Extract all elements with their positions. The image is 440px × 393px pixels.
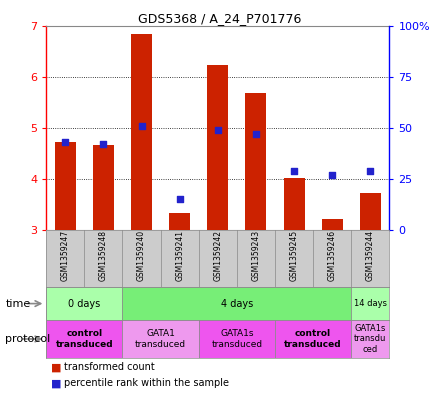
Point — [253, 131, 260, 137]
Text: 0 days: 0 days — [68, 299, 100, 309]
Bar — [351, 287, 389, 320]
Text: GSM1359244: GSM1359244 — [366, 230, 375, 281]
Point — [329, 172, 336, 178]
Bar — [322, 219, 343, 230]
Bar — [122, 320, 199, 358]
Bar — [122, 287, 351, 320]
Bar — [199, 320, 275, 358]
Bar — [351, 320, 389, 358]
Bar — [46, 287, 122, 320]
Text: 4 days: 4 days — [221, 299, 253, 309]
Text: transformed count: transformed count — [64, 362, 154, 373]
Text: GSM1359242: GSM1359242 — [213, 230, 222, 281]
Bar — [283, 178, 304, 230]
Bar — [207, 65, 228, 230]
Bar — [275, 320, 351, 358]
Text: GSM1359240: GSM1359240 — [137, 230, 146, 281]
Point — [367, 167, 374, 174]
Point — [100, 141, 107, 147]
Point — [138, 123, 145, 129]
Text: percentile rank within the sample: percentile rank within the sample — [64, 378, 229, 388]
Text: protocol: protocol — [5, 334, 51, 344]
Text: GSM1359247: GSM1359247 — [61, 230, 70, 281]
Text: GSM1359241: GSM1359241 — [175, 230, 184, 281]
Point — [176, 196, 183, 202]
Text: GATA1
transduced: GATA1 transduced — [135, 329, 186, 349]
Point — [290, 167, 297, 174]
Bar — [169, 213, 190, 230]
Text: 14 days: 14 days — [354, 299, 387, 308]
Bar — [93, 145, 114, 230]
Point — [214, 127, 221, 133]
Bar — [360, 193, 381, 230]
Text: control
transduced: control transduced — [55, 329, 113, 349]
Text: ■: ■ — [51, 378, 61, 388]
Text: time: time — [5, 299, 30, 309]
Text: GATA1s
transdu
ced: GATA1s transdu ced — [354, 324, 386, 354]
Text: GSM1359243: GSM1359243 — [251, 230, 260, 281]
Bar — [55, 142, 76, 230]
Text: GSM1359245: GSM1359245 — [290, 230, 299, 281]
Text: ■: ■ — [51, 362, 61, 373]
Bar — [131, 34, 152, 230]
Text: GSM1359248: GSM1359248 — [99, 230, 108, 281]
Point — [62, 139, 69, 145]
Bar — [246, 94, 266, 230]
Text: GATA1s
transduced: GATA1s transduced — [211, 329, 262, 349]
Bar — [46, 320, 122, 358]
Text: GSM1359246: GSM1359246 — [328, 230, 337, 281]
Text: control
transduced: control transduced — [284, 329, 342, 349]
Text: GDS5368 / A_24_P701776: GDS5368 / A_24_P701776 — [138, 12, 302, 25]
